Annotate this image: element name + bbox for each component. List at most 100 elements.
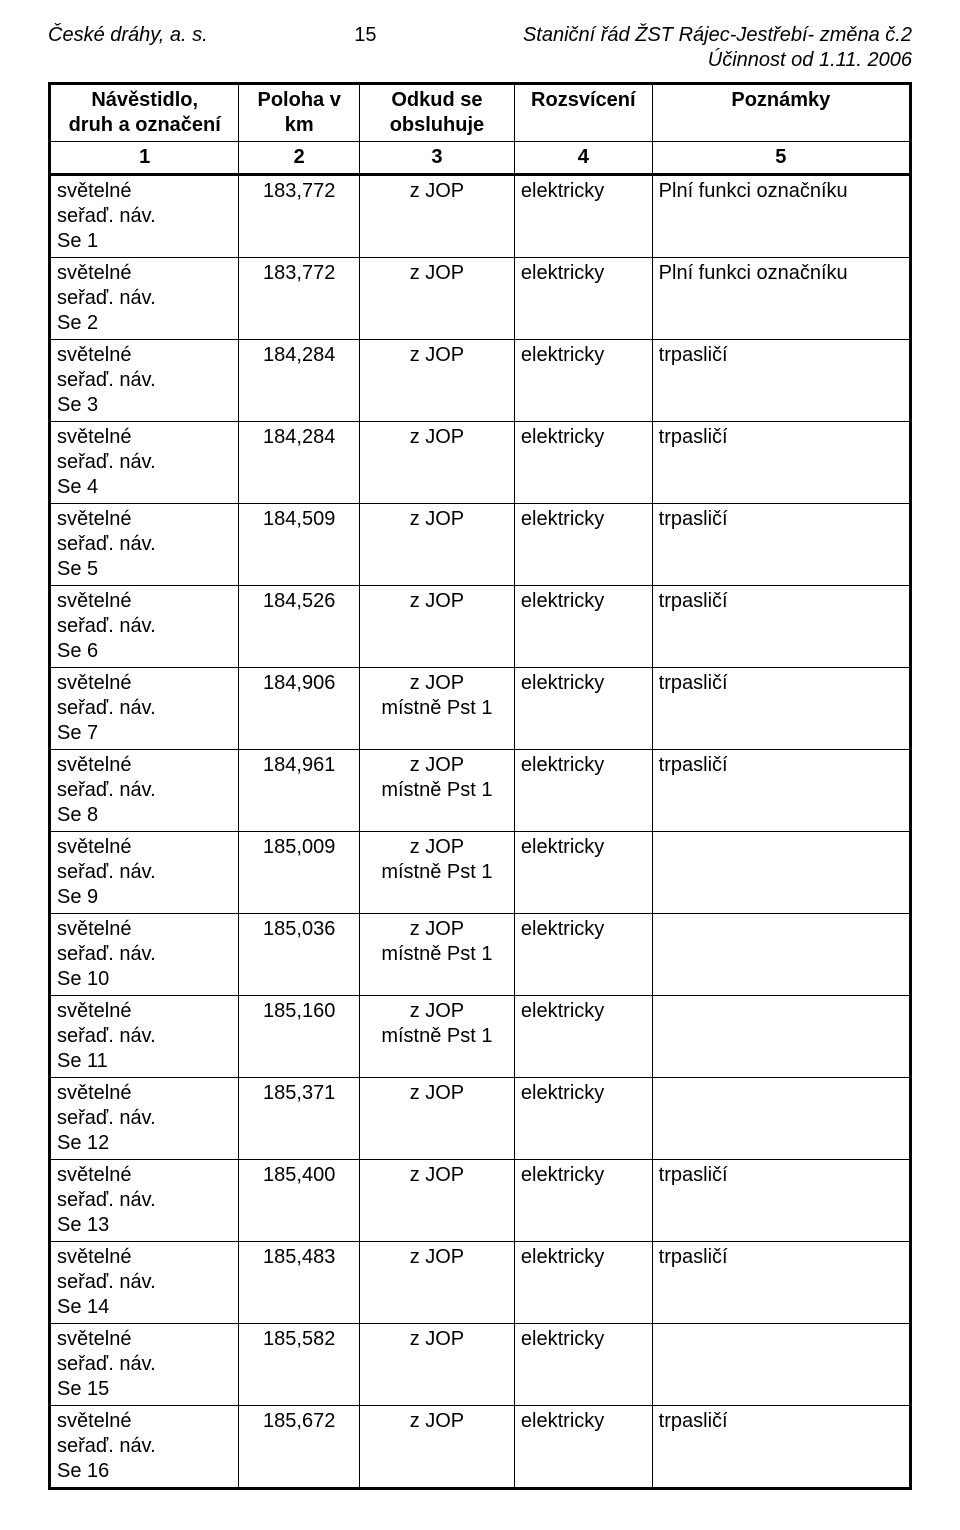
cell-c2: 185,160 [239, 996, 360, 1078]
cell-c4: elektricky [514, 996, 652, 1078]
table-row: světelné seřaď. náv. Se 1183,772z JOPele… [50, 175, 911, 258]
cell-c4: elektricky [514, 832, 652, 914]
table-row: světelné seřaď. náv. Se 7184,906z JOP mí… [50, 668, 911, 750]
cell-c2: 184,509 [239, 504, 360, 586]
cell-c3: z JOP [359, 422, 514, 504]
table-row: světelné seřaď. náv. Se 10185,036z JOP m… [50, 914, 911, 996]
cell-c3: z JOP [359, 504, 514, 586]
cell-c4: elektricky [514, 340, 652, 422]
cell-c4: elektricky [514, 586, 652, 668]
cell-c1: světelné seřaď. náv. Se 11 [50, 996, 239, 1078]
table-row: světelné seřaď. náv. Se 9185,009z JOP mí… [50, 832, 911, 914]
cell-c4: elektricky [514, 504, 652, 586]
cell-c2: 184,284 [239, 422, 360, 504]
cell-c1: světelné seřaď. náv. Se 5 [50, 504, 239, 586]
col-header-3: Odkud se obsluhuje [359, 84, 514, 142]
cell-c1: světelné seřaď. náv. Se 7 [50, 668, 239, 750]
cell-c3: z JOP [359, 175, 514, 258]
cell-c5 [652, 1078, 910, 1160]
col-header-5: Poznámky [652, 84, 910, 142]
table-body: světelné seřaď. náv. Se 1183,772z JOPele… [50, 175, 911, 1489]
cell-c4: elektricky [514, 914, 652, 996]
table-row: světelné seřaď. náv. Se 3184,284z JOPele… [50, 340, 911, 422]
cell-c2: 183,772 [239, 175, 360, 258]
cell-c2: 185,672 [239, 1406, 360, 1489]
cell-c5: trpasličí [652, 504, 910, 586]
cell-c2: 184,906 [239, 668, 360, 750]
cell-c2: 184,526 [239, 586, 360, 668]
table-row: světelné seřaď. náv. Se 4184,284z JOPele… [50, 422, 911, 504]
cell-c4: elektricky [514, 750, 652, 832]
cell-c5 [652, 832, 910, 914]
table-row: světelné seřaď. náv. Se 15185,582z JOPel… [50, 1324, 911, 1406]
table-number-row: 1 2 3 4 5 [50, 142, 911, 175]
cell-c1: světelné seřaď. náv. Se 9 [50, 832, 239, 914]
cell-c5: trpasličí [652, 1160, 910, 1242]
cell-c5: trpasličí [652, 586, 910, 668]
cell-c4: elektricky [514, 1324, 652, 1406]
cell-c3: z JOP [359, 1242, 514, 1324]
col-header-2: Poloha v km [239, 84, 360, 142]
cell-c3: z JOP místně Pst 1 [359, 832, 514, 914]
cell-c2: 185,036 [239, 914, 360, 996]
cell-c3: z JOP [359, 1406, 514, 1489]
cell-c3: z JOP [359, 340, 514, 422]
cell-c1: světelné seřaď. náv. Se 6 [50, 586, 239, 668]
table-row: světelné seřaď. náv. Se 2183,772z JOPele… [50, 258, 911, 340]
cell-c3: z JOP místně Pst 1 [359, 750, 514, 832]
cell-c4: elektricky [514, 668, 652, 750]
cell-c1: světelné seřaď. náv. Se 4 [50, 422, 239, 504]
table-row: světelné seřaď. náv. Se 5184,509z JOPele… [50, 504, 911, 586]
col-num-5: 5 [652, 142, 910, 175]
table-row: světelné seřaď. náv. Se 8184,961z JOP mí… [50, 750, 911, 832]
col-num-2: 2 [239, 142, 360, 175]
col-header-1: Návěstidlo, druh a označení [50, 84, 239, 142]
cell-c4: elektricky [514, 422, 652, 504]
cell-c2: 184,961 [239, 750, 360, 832]
cell-c3: z JOP [359, 1324, 514, 1406]
cell-c1: světelné seřaď. náv. Se 16 [50, 1406, 239, 1489]
cell-c1: světelné seřaď. náv. Se 8 [50, 750, 239, 832]
cell-c3: z JOP [359, 1160, 514, 1242]
cell-c3: z JOP místně Pst 1 [359, 914, 514, 996]
cell-c4: elektricky [514, 258, 652, 340]
cell-c5: trpasličí [652, 1242, 910, 1324]
cell-c3: z JOP [359, 1078, 514, 1160]
cell-c5 [652, 1324, 910, 1406]
cell-c4: elektricky [514, 1406, 652, 1489]
col-num-4: 4 [514, 142, 652, 175]
cell-c1: světelné seřaď. náv. Se 12 [50, 1078, 239, 1160]
effective-date: Účinnost od 1.11. 2006 [48, 49, 912, 72]
cell-c2: 184,284 [239, 340, 360, 422]
cell-c1: světelné seřaď. náv. Se 1 [50, 175, 239, 258]
cell-c3: z JOP [359, 586, 514, 668]
cell-c5: trpasličí [652, 1406, 910, 1489]
table-row: světelné seřaď. náv. Se 6184,526z JOPele… [50, 586, 911, 668]
cell-c2: 185,371 [239, 1078, 360, 1160]
cell-c4: elektricky [514, 1160, 652, 1242]
col-num-3: 3 [359, 142, 514, 175]
table-row: světelné seřaď. náv. Se 12185,371z JOPel… [50, 1078, 911, 1160]
cell-c2: 185,483 [239, 1242, 360, 1324]
cell-c5: Plní funkci označníku [652, 175, 910, 258]
cell-c5: trpasličí [652, 340, 910, 422]
cell-c3: z JOP místně Pst 1 [359, 668, 514, 750]
cell-c5: trpasličí [652, 668, 910, 750]
cell-c2: 183,772 [239, 258, 360, 340]
cell-c5: Plní funkci označníku [652, 258, 910, 340]
doc-title: Staniční řád ŽST Rájec-Jestřebí- změna č… [523, 24, 912, 47]
cell-c5 [652, 914, 910, 996]
table-header-row: Návěstidlo, druh a označení Poloha v km … [50, 84, 911, 142]
cell-c2: 185,400 [239, 1160, 360, 1242]
col-num-1: 1 [50, 142, 239, 175]
cell-c1: světelné seřaď. náv. Se 15 [50, 1324, 239, 1406]
table-row: světelné seřaď. náv. Se 14185,483z JOPel… [50, 1242, 911, 1324]
cell-c1: světelné seřaď. náv. Se 13 [50, 1160, 239, 1242]
col-header-4: Rozsvícení [514, 84, 652, 142]
cell-c5 [652, 996, 910, 1078]
cell-c1: světelné seřaď. náv. Se 14 [50, 1242, 239, 1324]
table-row: světelné seřaď. náv. Se 11185,160z JOP m… [50, 996, 911, 1078]
cell-c1: světelné seřaď. náv. Se 3 [50, 340, 239, 422]
cell-c1: světelné seřaď. náv. Se 10 [50, 914, 239, 996]
cell-c4: elektricky [514, 175, 652, 258]
